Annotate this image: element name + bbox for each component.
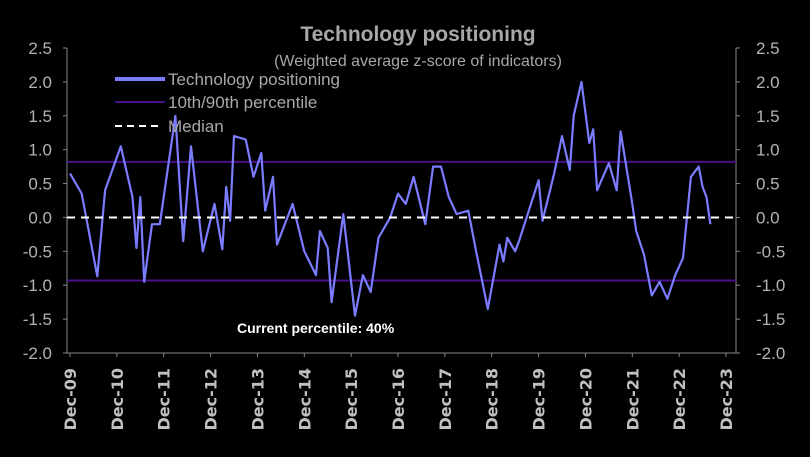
y-tick-label-right: 1.0 [756,141,780,160]
y-tick-label-left: -1.0 [23,276,52,295]
chart-title: Technology positioning [300,23,535,46]
y-tick-label-left: 2.5 [28,39,52,58]
y-tick-label-right: 1.5 [756,107,780,126]
y-tick-label-right: 0.5 [756,175,780,194]
x-tick-label: Dec-18 [483,368,502,431]
x-tick-label: Dec-22 [670,368,689,431]
x-tick-label: Dec-16 [389,368,408,431]
y-tick-label-right: -1.0 [756,276,785,295]
series-line-technology-positioning [69,80,712,317]
x-tick-label: Dec-20 [576,368,595,431]
x-tick-label: Dec-19 [530,368,549,431]
x-tick-label: Dec-14 [295,368,314,431]
y-tick-label-left: -2.0 [23,344,52,363]
x-tick-label: Dec-12 [202,368,221,431]
legend-label-series: Technology positioning [168,70,340,89]
legend: Technology positioning 10th/90th percent… [115,70,340,136]
x-tick-label: Dec-15 [342,368,361,431]
y-tick-label-left: -0.5 [23,242,52,261]
y-tick-label-left: -1.5 [23,310,52,329]
current-percentile-annotation: Current percentile: 40% [237,320,395,336]
y-tick-label-right: -1.5 [756,310,785,329]
y-tick-label-right: 2.0 [756,73,780,92]
y-tick-label-right: -0.5 [756,242,785,261]
x-tick-label: Dec-13 [248,368,267,431]
legend-label-median: Median [168,117,224,136]
x-tick-label: Dec-09 [61,368,80,431]
x-tick-label: Dec-23 [717,368,736,431]
x-tick-label: Dec-10 [108,368,127,431]
axes: 2.5 2.5 2.0 2.0 1.5 1.5 1.0 1.0 0.5 0.5 0.0 0.0 -0.5… [23,39,786,431]
y-tick-label-right: 0.0 [756,208,780,227]
y-tick-label-right: -2.0 [756,344,785,363]
x-tick-label: Dec-17 [436,368,455,431]
chart-subtitle: (Weighted average z-score of indicators) [274,53,562,70]
x-tick-label: Dec-21 [623,368,642,431]
x-tick-label: Dec-11 [155,368,174,431]
y-tick-label-left: 2.0 [28,73,52,92]
y-tick-label-left: 0.0 [28,208,52,227]
legend-label-percentile: 10th/90th percentile [168,93,317,112]
y-tick-label-left: 1.0 [28,141,52,160]
y-tick-label-left: 1.5 [28,107,52,126]
y-tick-label-left: 0.5 [28,175,52,194]
y-tick-label-right: 2.5 [756,39,780,58]
